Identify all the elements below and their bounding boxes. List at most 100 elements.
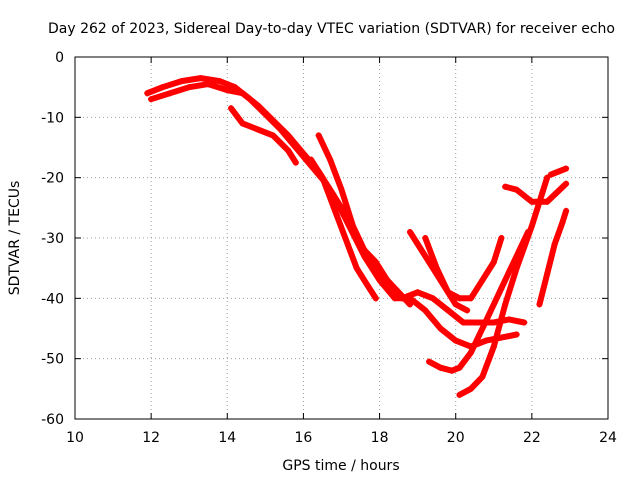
x-tick-label: 22 [523, 430, 541, 446]
data-point [502, 183, 509, 190]
data-point [433, 265, 440, 272]
series-track-9 [456, 174, 551, 398]
series-track-7 [422, 235, 505, 302]
data-point [342, 235, 349, 241]
data-point [315, 132, 322, 139]
data-point [330, 204, 337, 211]
data-point [456, 364, 463, 371]
data-point [216, 78, 223, 85]
data-point [544, 198, 551, 205]
y-tick-label: 0 [55, 50, 64, 66]
series-track-11 [547, 165, 570, 178]
series-track-12 [536, 207, 570, 308]
data-point [498, 235, 505, 241]
data-point [300, 150, 307, 157]
x-axis-label: GPS time / hours [282, 458, 399, 474]
series-line [422, 235, 505, 302]
data-point [285, 132, 292, 139]
data-point [467, 385, 474, 392]
data-point [144, 90, 151, 97]
data-point [353, 265, 360, 272]
series-track-8 [426, 228, 532, 374]
data-point [464, 307, 471, 314]
data-point [148, 96, 155, 103]
data-point [384, 277, 391, 284]
data-point [292, 159, 299, 166]
y-tick-label: -50 [41, 352, 64, 368]
data-point [239, 90, 246, 97]
data-point [490, 319, 497, 326]
y-tick-label: -40 [41, 291, 64, 307]
data-point [452, 301, 459, 308]
series-line [502, 180, 570, 205]
data-point [327, 156, 334, 163]
data-point [391, 295, 398, 302]
data-point [269, 117, 276, 124]
data-point [338, 186, 345, 193]
data-point [479, 325, 486, 332]
data-point [254, 126, 261, 133]
data-point [467, 295, 474, 302]
data-point [528, 222, 535, 229]
data-point [502, 301, 509, 308]
chart-title: Day 262 of 2023, Sidereal Day-to-day VTE… [48, 21, 615, 37]
series-track-3 [228, 105, 299, 166]
data-point [407, 301, 414, 308]
data-point [186, 84, 193, 91]
series-line [148, 81, 520, 350]
y-tick-label: -20 [41, 171, 64, 187]
data-point [547, 171, 554, 178]
y-tick-label: -30 [41, 231, 64, 247]
x-tick-label: 14 [218, 430, 236, 446]
data-point [376, 277, 383, 284]
data-point [452, 337, 459, 344]
data-point [205, 81, 212, 88]
x-tick-label: 20 [447, 430, 465, 446]
y-tick-label: -10 [41, 110, 64, 126]
data-point [197, 75, 204, 82]
data-point [319, 174, 326, 181]
data-point [224, 87, 231, 94]
data-point [445, 289, 452, 296]
x-tick-label: 24 [599, 430, 617, 446]
data-point [285, 147, 292, 154]
data-point [563, 180, 570, 187]
data-point [429, 295, 436, 302]
ticks: 10 12 14 16 18 20 22 24 0 -10 -20 -30 -40 -50 -60 [41, 50, 617, 446]
x-tick-label: 16 [295, 430, 313, 446]
data-point [254, 102, 261, 109]
series-line [228, 105, 299, 166]
series-track-10 [502, 180, 570, 205]
data-point [563, 165, 570, 172]
data-point [269, 132, 276, 139]
data-point [167, 90, 174, 97]
data-point [407, 228, 414, 235]
data-point [506, 316, 513, 323]
data-point [544, 271, 551, 278]
data-point [528, 198, 535, 205]
data-point [437, 364, 444, 371]
data-point [159, 84, 166, 91]
data-point [475, 319, 482, 326]
data-point [308, 156, 315, 163]
data-point [178, 78, 185, 85]
data-point [513, 331, 520, 338]
data-point [513, 265, 520, 272]
series-track-2 [148, 81, 520, 350]
data-point [555, 168, 562, 175]
data-point [563, 207, 570, 214]
data-point [445, 307, 452, 314]
y-tick-label: -60 [41, 412, 64, 428]
data-point [456, 391, 463, 398]
data-point [414, 289, 421, 296]
data-point [239, 120, 246, 127]
series-line [456, 174, 551, 398]
data-point [559, 219, 566, 226]
series-line [426, 229, 531, 374]
data-point [551, 241, 558, 248]
data-point [448, 367, 455, 374]
series-line [308, 156, 379, 302]
data-point [490, 343, 497, 350]
data-point [490, 301, 497, 308]
